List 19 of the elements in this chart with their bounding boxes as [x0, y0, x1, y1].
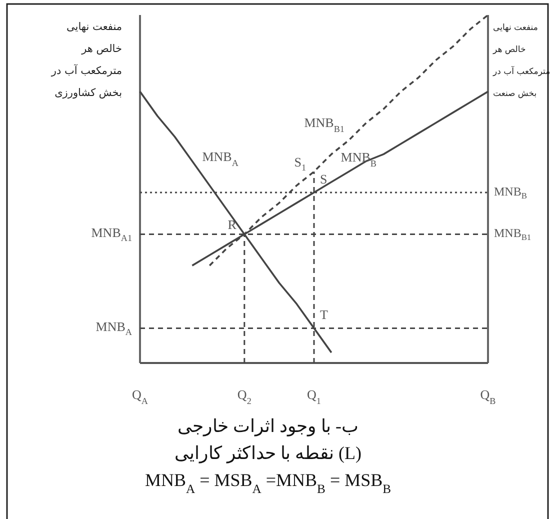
annotation: MNB$_{B1}$: [494, 226, 532, 243]
annotation: S: [320, 171, 328, 186]
text: ب- با وجود اثرات خارجی: [178, 416, 358, 437]
annotation: MNB$_{B}$: [494, 184, 528, 201]
y-axis-title: منفعت نهایی خالص هر مترمکعب آب در بخش کشاورزی: [50, 21, 122, 99]
ref-line-label: MNB$_{A}$: [96, 319, 132, 338]
series-label: MNB$_{B}$: [340, 150, 377, 169]
text: نقطه با حداکثر کارایی (L): [174, 443, 362, 464]
ref-line-label: MNB$_{A1}$: [91, 225, 132, 244]
annotation: S$_{1}$: [294, 154, 306, 173]
x-tick-label: Q$_{B}$: [480, 387, 496, 406]
x-tick-label: Q$_{1}$: [307, 387, 321, 406]
x-tick-label: Q$_{2}$: [237, 387, 252, 406]
annotation: T: [320, 307, 328, 322]
text: MNB$_{A}$ = MSB$_{A}$ =MNB$_{B}$ = MSB$_{B}$: [144, 470, 392, 496]
series-label: MNB$_{B1}$: [304, 114, 344, 134]
series-label: MNB$_{A}$: [202, 149, 239, 168]
annotation: R: [228, 217, 237, 232]
x-tick-label: Q$_{A}$: [132, 387, 148, 406]
